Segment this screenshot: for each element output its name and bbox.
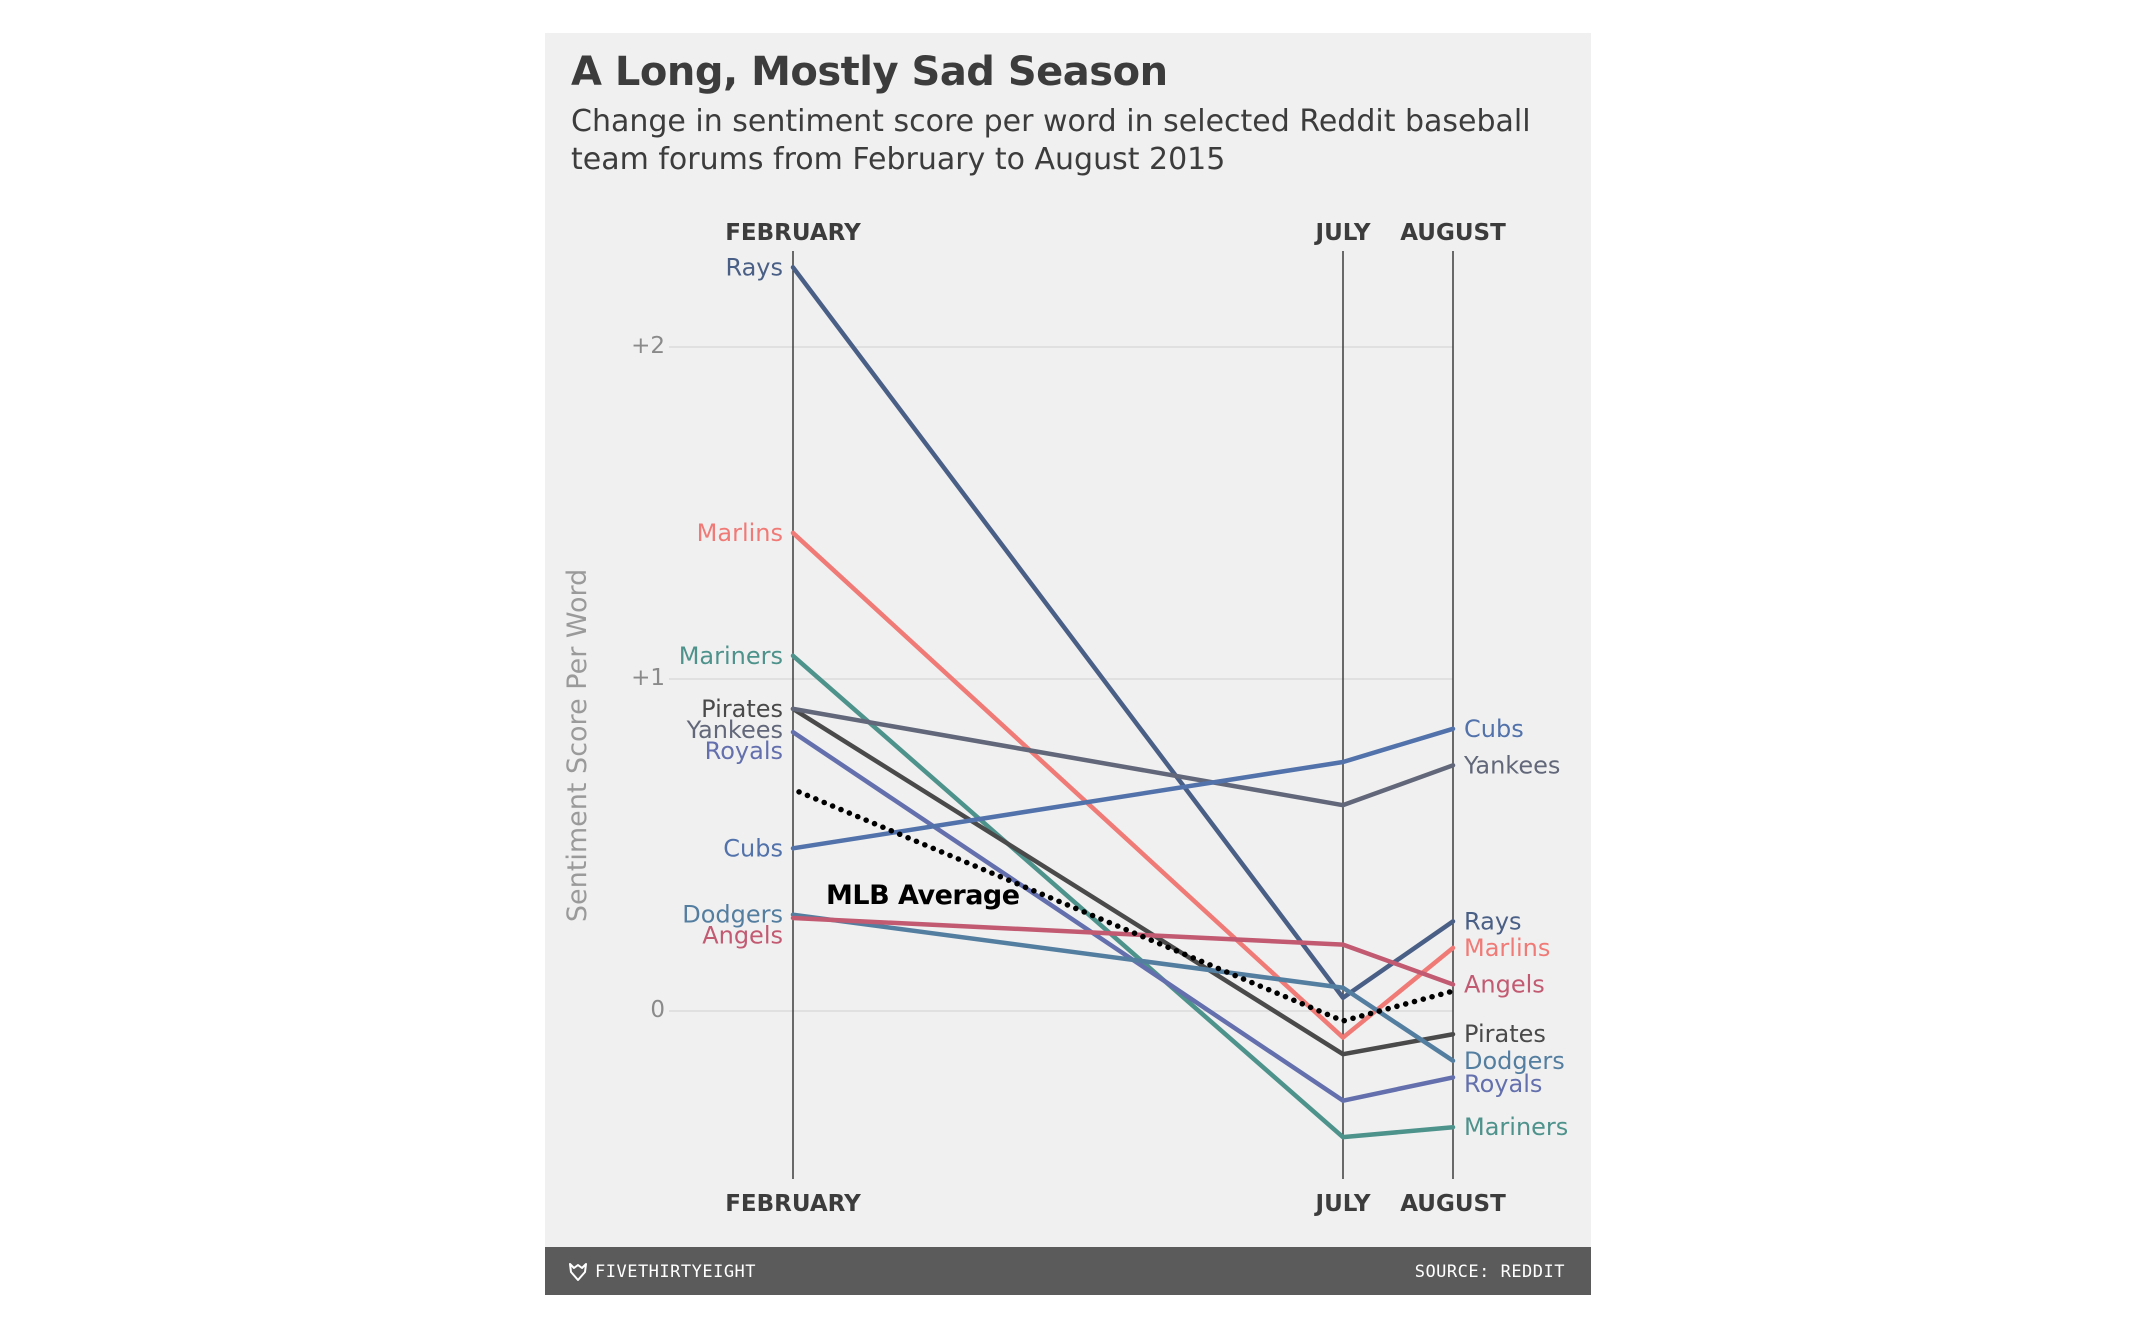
series-label-mlb-average: MLB Average: [826, 880, 1020, 911]
series-label-right-angels: Angels: [1464, 970, 1545, 998]
series-line-rays: [790, 265, 1456, 1000]
series-line-mlb-average: [796, 789, 1456, 1024]
x-tick-label-bottom: JULY: [1314, 1191, 1371, 1217]
x-tick-label-bottom: AUGUST: [1400, 1191, 1506, 1217]
series-line-cubs: [790, 726, 1456, 851]
series-label-left-marlins: Marlins: [697, 519, 783, 547]
chart-card: A Long, Mostly Sad Season Change in sent…: [545, 33, 1591, 1295]
series-line-dodgers: [790, 912, 1456, 1064]
series-line-pirates: [790, 706, 1456, 1057]
series-label-right-rays: Rays: [1464, 907, 1522, 935]
series-label-right-pirates: Pirates: [1464, 1020, 1546, 1048]
series-label-left-dodgers: Dodgers: [682, 901, 783, 929]
series-line-angels: [790, 915, 1456, 987]
y-tick-label: +2: [631, 333, 665, 359]
y-tick-label: 0: [650, 997, 665, 1023]
series-label-left-cubs: Cubs: [723, 834, 783, 862]
series-label-right-cubs: Cubs: [1464, 715, 1524, 743]
series-line-marlins: [790, 530, 1456, 1040]
fox-logo-icon: [569, 1263, 587, 1281]
brand: FIVETHIRTYEIGHT: [569, 1262, 756, 1282]
x-tick-label-top: AUGUST: [1400, 220, 1506, 246]
source-note: SOURCE: REDDIT: [1414, 1262, 1565, 1282]
series-line-yankees: [790, 706, 1456, 808]
series-label-left-rays: Rays: [725, 253, 783, 281]
series-label-right-royals: Royals: [1464, 1070, 1542, 1098]
series-label-right-marlins: Marlins: [1464, 934, 1550, 962]
series-label-right-dodgers: Dodgers: [1464, 1047, 1565, 1075]
footer-bar: FIVETHIRTYEIGHT SOURCE: REDDIT: [545, 1247, 1591, 1295]
x-tick-label-bottom: FEBRUARY: [725, 1191, 861, 1217]
chart-title: A Long, Mostly Sad Season: [571, 49, 1168, 95]
series-label-left-angels: Angels: [702, 922, 783, 950]
brand-name: FIVETHIRTYEIGHT: [595, 1262, 757, 1282]
y-tick-label: +1: [631, 665, 665, 691]
series-line-mariners: [790, 653, 1456, 1140]
series-label-right-yankees: Yankees: [1463, 751, 1560, 779]
series-label-left-yankees: Yankees: [686, 716, 783, 744]
series-label-left-pirates: Pirates: [701, 695, 783, 723]
series-label-right-mariners: Mariners: [1464, 1113, 1568, 1141]
y-axis-label: Sentiment Score Per Word: [562, 569, 593, 922]
series-line-royals: [790, 729, 1456, 1103]
chart-subtitle: Change in sentiment score per word in se…: [571, 104, 1531, 177]
series-label-left-royals: Royals: [705, 737, 783, 765]
x-tick-label-top: JULY: [1314, 220, 1371, 246]
x-tick-label-top: FEBRUARY: [725, 220, 861, 246]
series-label-left-mariners: Mariners: [679, 642, 783, 670]
slope-chart: 0 +1 +2 Sentiment Score Per Word FEBRUARY FEB…: [562, 220, 1568, 1217]
